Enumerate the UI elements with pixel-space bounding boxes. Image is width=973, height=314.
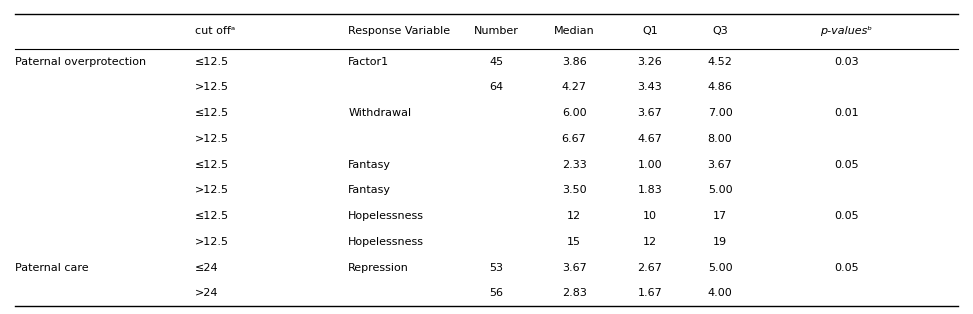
Text: ≤12.5: ≤12.5 (195, 211, 229, 221)
Text: Withdrawal: Withdrawal (348, 108, 412, 118)
Text: 3.50: 3.50 (561, 185, 587, 195)
Text: Q3: Q3 (712, 26, 728, 36)
Text: >12.5: >12.5 (195, 237, 229, 247)
Text: 53: 53 (489, 263, 503, 273)
Text: ≤12.5: ≤12.5 (195, 160, 229, 170)
Text: 5.00: 5.00 (707, 263, 733, 273)
Text: >24: >24 (195, 288, 218, 298)
Text: 8.00: 8.00 (707, 134, 733, 144)
Text: Q1: Q1 (642, 26, 658, 36)
Text: 3.67: 3.67 (707, 160, 733, 170)
Text: 4.27: 4.27 (561, 82, 587, 92)
Text: Fantasy: Fantasy (348, 185, 391, 195)
Text: Repression: Repression (348, 263, 410, 273)
Text: 3.26: 3.26 (637, 57, 663, 67)
Text: Hopelessness: Hopelessness (348, 237, 424, 247)
Text: 4.86: 4.86 (707, 82, 733, 92)
Text: Response Variable: Response Variable (348, 26, 450, 36)
Text: ≤12.5: ≤12.5 (195, 57, 229, 67)
Text: Factor1: Factor1 (348, 57, 389, 67)
Text: 1.83: 1.83 (637, 185, 663, 195)
Text: 6.67: 6.67 (561, 134, 587, 144)
Text: Paternal overprotection: Paternal overprotection (15, 57, 146, 67)
Text: >12.5: >12.5 (195, 185, 229, 195)
Text: Fantasy: Fantasy (348, 160, 391, 170)
Text: 17: 17 (713, 211, 727, 221)
Text: Number: Number (474, 26, 519, 36)
Text: 3.67: 3.67 (561, 263, 587, 273)
Text: cut offᵃ: cut offᵃ (195, 26, 234, 36)
Text: 4.67: 4.67 (637, 134, 663, 144)
Text: 0.05: 0.05 (834, 211, 859, 221)
Text: Hopelessness: Hopelessness (348, 211, 424, 221)
Text: ≤12.5: ≤12.5 (195, 108, 229, 118)
Text: 12: 12 (643, 237, 657, 247)
Text: 1.67: 1.67 (637, 288, 663, 298)
Text: 3.43: 3.43 (637, 82, 663, 92)
Text: 3.86: 3.86 (561, 57, 587, 67)
Text: 0.05: 0.05 (834, 160, 859, 170)
Text: Paternal care: Paternal care (15, 263, 89, 273)
Text: Median: Median (554, 26, 595, 36)
Text: 10: 10 (643, 211, 657, 221)
Text: 2.67: 2.67 (637, 263, 663, 273)
Text: ≤24: ≤24 (195, 263, 218, 273)
Text: 3.67: 3.67 (637, 108, 663, 118)
Text: 56: 56 (489, 288, 503, 298)
Text: 64: 64 (489, 82, 503, 92)
Text: 0.01: 0.01 (834, 108, 859, 118)
Text: 2.33: 2.33 (561, 160, 587, 170)
Text: 1.00: 1.00 (637, 160, 663, 170)
Text: >12.5: >12.5 (195, 82, 229, 92)
Text: 2.83: 2.83 (561, 288, 587, 298)
Text: 7.00: 7.00 (707, 108, 733, 118)
Text: 0.05: 0.05 (834, 263, 859, 273)
Text: 45: 45 (489, 57, 503, 67)
Text: 15: 15 (567, 237, 581, 247)
Text: 19: 19 (713, 237, 727, 247)
Text: 4.52: 4.52 (707, 57, 733, 67)
Text: p-valuesᵇ: p-valuesᵇ (820, 26, 873, 36)
Text: 6.00: 6.00 (561, 108, 587, 118)
Text: 12: 12 (567, 211, 581, 221)
Text: 5.00: 5.00 (707, 185, 733, 195)
Text: >12.5: >12.5 (195, 134, 229, 144)
Text: 0.03: 0.03 (834, 57, 859, 67)
Text: 4.00: 4.00 (707, 288, 733, 298)
